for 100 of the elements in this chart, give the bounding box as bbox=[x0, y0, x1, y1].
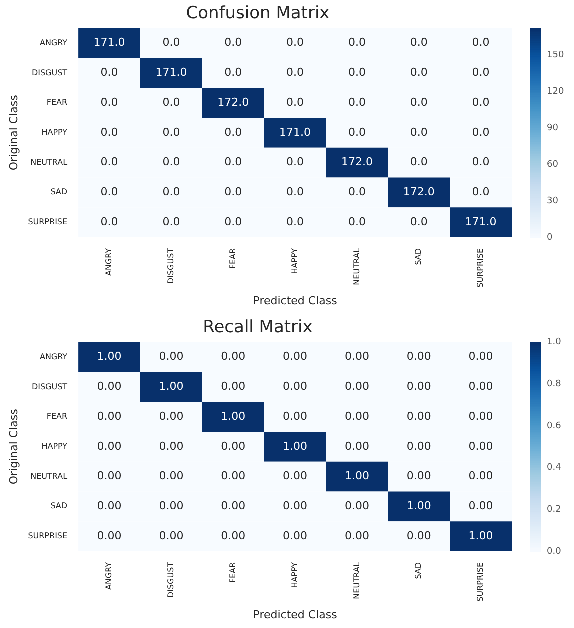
data-label: 1.00 bbox=[468, 529, 494, 542]
data-label: 0.00 bbox=[97, 470, 122, 483]
data-label: 0.0 bbox=[410, 215, 428, 228]
data-label: 0.00 bbox=[468, 410, 494, 423]
data-label: 0.0 bbox=[472, 186, 490, 198]
x-axis-title: Predicted Class bbox=[253, 608, 338, 622]
data-label: 171.0 bbox=[280, 126, 312, 139]
data-label: 0.00 bbox=[468, 440, 494, 453]
data-label: 0.0 bbox=[410, 66, 428, 80]
color-bar-label: 0.2 bbox=[547, 504, 562, 515]
color-bar-label: 120 bbox=[547, 86, 564, 97]
data-label: 0.00 bbox=[283, 380, 308, 394]
data-label: 0.0 bbox=[410, 36, 428, 50]
data-label: 0.0 bbox=[100, 66, 118, 80]
color-bar-label: 0.0 bbox=[547, 546, 562, 557]
y-tick-label: NEUTRAL bbox=[30, 472, 68, 481]
x-tick-label: SAD bbox=[414, 562, 424, 580]
data-label: 0.00 bbox=[97, 529, 122, 542]
data-label: 0.0 bbox=[410, 96, 428, 109]
data-label: 0.0 bbox=[348, 126, 366, 139]
data-label: 0.00 bbox=[344, 350, 370, 364]
data-label: 0.0 bbox=[224, 36, 242, 50]
y-tick-label: NEUTRAL bbox=[30, 158, 68, 167]
data-label: 0.0 bbox=[224, 186, 242, 198]
x-tick-label: HAPPY bbox=[290, 248, 300, 274]
data-label: 0.0 bbox=[162, 215, 180, 228]
y-tick-label: FEAR bbox=[46, 98, 68, 108]
data-label: 0.0 bbox=[100, 126, 118, 139]
data-label: 0.00 bbox=[159, 470, 184, 483]
data-label: 0.00 bbox=[159, 440, 184, 453]
data-label: 171.0 bbox=[156, 66, 188, 80]
chart-title: Recall Matrix bbox=[203, 318, 313, 338]
data-label: 0.0 bbox=[472, 156, 490, 169]
data-label: 0.00 bbox=[159, 500, 184, 512]
x-tick-label: SAD bbox=[414, 248, 424, 266]
data-label: 0.00 bbox=[344, 380, 370, 394]
x-tick-label: ANGRY bbox=[104, 562, 114, 590]
color-bar-label: 1.0 bbox=[547, 338, 562, 348]
x-axis-title: Predicted Class bbox=[253, 294, 338, 308]
data-label: 0.0 bbox=[286, 66, 304, 80]
data-label: 0.00 bbox=[406, 350, 432, 364]
data-label: 0.0 bbox=[286, 156, 304, 169]
x-tick-label: DISGUST bbox=[166, 562, 176, 598]
data-label: 0.0 bbox=[348, 186, 366, 198]
y-tick-label: HAPPY bbox=[42, 128, 68, 137]
x-tick-label: FEAR bbox=[228, 562, 238, 584]
data-label: 0.0 bbox=[410, 126, 428, 139]
data-label: 0.00 bbox=[406, 529, 432, 542]
data-label: 1.00 bbox=[221, 410, 246, 423]
color-bar-label: 0.8 bbox=[547, 380, 562, 390]
data-label: 0.00 bbox=[468, 470, 494, 483]
data-label: 0.00 bbox=[468, 500, 494, 512]
data-label: 0.0 bbox=[100, 156, 118, 169]
x-tick-label: SURPRISE bbox=[476, 562, 486, 602]
y-tick-label: SAD bbox=[50, 188, 68, 197]
data-label: 0.00 bbox=[159, 410, 184, 423]
y-tick-label: DISGUST bbox=[32, 382, 68, 392]
data-label: 0.0 bbox=[224, 215, 242, 228]
data-label: 0.0 bbox=[224, 156, 242, 169]
color-bar-label: 0 bbox=[547, 232, 553, 243]
data-label: 172.0 bbox=[218, 96, 250, 109]
data-label: 0.00 bbox=[221, 529, 246, 542]
data-label: 0.00 bbox=[97, 380, 122, 394]
data-label: 0.00 bbox=[221, 470, 246, 483]
data-label: 0.00 bbox=[159, 350, 184, 364]
data-label: 0.0 bbox=[348, 66, 366, 80]
data-label: 0.0 bbox=[286, 215, 304, 228]
data-label: 0.0 bbox=[162, 96, 180, 109]
data-label: 0.0 bbox=[410, 156, 428, 169]
data-label: 0.00 bbox=[344, 440, 370, 453]
x-tick-label: ANGRY bbox=[104, 248, 114, 276]
data-label: 0.00 bbox=[406, 380, 432, 394]
y-tick-label: HAPPY bbox=[42, 442, 68, 451]
data-label: 0.00 bbox=[221, 440, 246, 453]
y-tick-label: ANGRY bbox=[40, 38, 68, 48]
data-label: 0.00 bbox=[283, 500, 308, 512]
data-label: 0.00 bbox=[221, 350, 246, 364]
data-label: 0.0 bbox=[286, 96, 304, 109]
data-label: 172.0 bbox=[403, 186, 435, 198]
data-label: 171.0 bbox=[94, 36, 126, 50]
data-label: 0.00 bbox=[344, 529, 370, 542]
x-tick-label: SURPRISE bbox=[476, 248, 486, 288]
data-label: 0.00 bbox=[221, 380, 246, 394]
color-bar-label: 90 bbox=[547, 123, 559, 134]
data-label: 172.0 bbox=[341, 156, 373, 169]
x-tick-label: DISGUST bbox=[166, 248, 176, 284]
data-label: 1.00 bbox=[97, 350, 122, 364]
data-label: 0.0 bbox=[100, 186, 118, 198]
data-label: 0.0 bbox=[224, 66, 242, 80]
data-label: 1.00 bbox=[283, 440, 308, 453]
data-label: 0.00 bbox=[283, 470, 308, 483]
data-label: 0.00 bbox=[283, 529, 308, 542]
data-label: 0.00 bbox=[344, 410, 370, 423]
data-label: 0.0 bbox=[162, 36, 180, 50]
data-label: 0.0 bbox=[472, 66, 490, 80]
y-tick-label: FEAR bbox=[46, 412, 68, 422]
chart-title: Confusion Matrix bbox=[186, 4, 330, 24]
data-label: 0.0 bbox=[162, 186, 180, 198]
data-label: 0.0 bbox=[162, 156, 180, 169]
x-tick-label: NEUTRAL bbox=[352, 248, 362, 286]
